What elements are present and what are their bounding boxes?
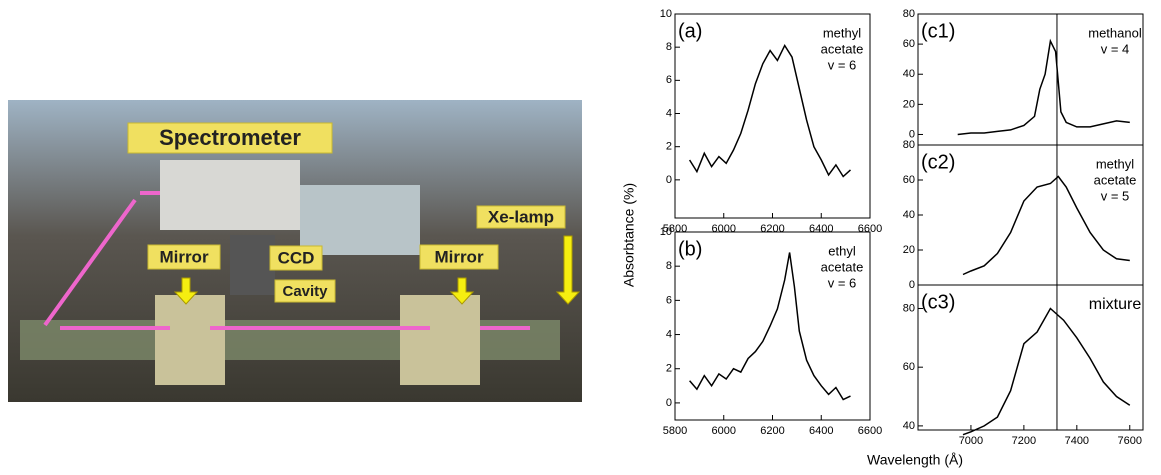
y-tick-label: 8 [666, 260, 672, 272]
annotation: v = 4 [1101, 41, 1130, 56]
y-tick-label: 0 [909, 128, 915, 140]
photo-label: Cavity [282, 283, 328, 300]
y-tick-label: 4 [666, 107, 672, 119]
y-tick-label: 2 [666, 141, 672, 153]
y-tick-label: 40 [903, 420, 915, 432]
x-tick-label: 6600 [858, 425, 882, 437]
y-tick-label: 20 [903, 244, 915, 256]
x-tick-label: 7000 [959, 435, 983, 447]
y-axis-label: Absorbtance (%) [621, 183, 637, 287]
y-tick-label: 10 [660, 226, 672, 238]
x-axis-label: Wavelength (Å) [867, 452, 963, 468]
panel-label: (b) [678, 238, 702, 260]
annotation: ethyl [828, 243, 856, 258]
x-tick-label: 6000 [712, 223, 736, 235]
annotation: acetate [1094, 172, 1137, 187]
x-tick-label: 5800 [663, 425, 687, 437]
panel-label: (c3) [921, 291, 955, 313]
y-tick-label: 6 [666, 294, 672, 306]
annotation: mixture [1089, 296, 1142, 313]
data-line [957, 38, 1130, 136]
x-tick-label: 6000 [712, 425, 736, 437]
x-tick-label: 7600 [1118, 435, 1142, 447]
panel-label: (a) [678, 20, 702, 42]
annotation: acetate [821, 259, 864, 274]
y-tick-label: 40 [903, 209, 915, 221]
plot-frame [917, 284, 1144, 431]
photo-label: Mirror [159, 247, 209, 266]
data-line [962, 175, 1130, 276]
y-tick-label: 80 [903, 302, 915, 314]
x-tick-label: 6400 [809, 223, 833, 235]
data-line [689, 252, 851, 401]
panel-label: (c2) [921, 151, 955, 173]
photo-label: CCD [278, 248, 315, 267]
y-tick-label: 40 [903, 68, 915, 80]
x-tick-label: 7200 [1012, 435, 1036, 447]
x-tick-label: 7400 [1065, 435, 1089, 447]
annotation: v = 6 [828, 57, 857, 72]
y-tick-label: 0 [909, 279, 915, 291]
y-tick-label: 60 [903, 174, 915, 186]
x-tick-label: 6200 [760, 223, 784, 235]
y-tick-label: 60 [903, 361, 915, 373]
x-tick-label: 6400 [809, 425, 833, 437]
y-tick-label: 4 [666, 328, 672, 340]
y-tick-label: 6 [666, 74, 672, 86]
y-tick-label: 80 [903, 8, 915, 20]
y-tick-label: 20 [903, 98, 915, 110]
panel-label: (c1) [921, 20, 955, 42]
x-tick-label: 6200 [760, 425, 784, 437]
annotation: methanol [1088, 25, 1142, 40]
photo: Spectrometer CCD Mirror Mirror Cavity Xe… [8, 100, 582, 402]
data-line [962, 307, 1131, 436]
annotation: methyl [823, 25, 861, 40]
y-tick-label: 10 [660, 8, 672, 20]
y-tick-label: 8 [666, 41, 672, 53]
annotation: v = 6 [828, 275, 857, 290]
y-tick-label: 60 [903, 38, 915, 50]
photo-label: Mirror [434, 247, 484, 266]
y-tick-label: 2 [666, 363, 672, 375]
photo-label: Xe-lamp [488, 207, 554, 226]
photo-label: Spectrometer [159, 125, 301, 150]
data-line [688, 43, 852, 178]
y-tick-label: 0 [666, 397, 672, 409]
annotation: methyl [1096, 156, 1134, 171]
annotation: v = 5 [1101, 188, 1130, 203]
y-tick-label: 0 [666, 174, 672, 186]
y-tick-label: 80 [903, 139, 915, 151]
annotation: acetate [821, 41, 864, 56]
